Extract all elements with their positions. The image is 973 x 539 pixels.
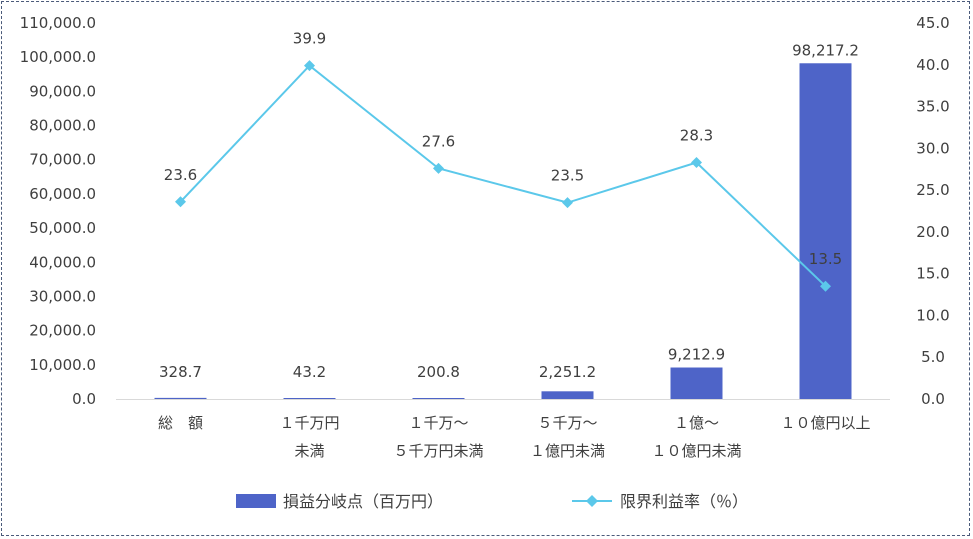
line-series: 23.6 39.9 27.6 23.5 28.3 13.5	[164, 30, 842, 292]
right-axis-tick: 15.0	[916, 265, 949, 283]
line-marker	[691, 157, 702, 169]
legend: 損益分岐点（百万円） 限界利益率（％）	[236, 492, 748, 511]
category-label: １億円未満	[530, 442, 605, 460]
left-axis-tick: 30,000.0	[29, 287, 96, 305]
left-axis-tick: 90,000.0	[29, 82, 96, 100]
left-axis-tick: 80,000.0	[29, 117, 96, 135]
bar	[283, 398, 336, 399]
legend-line-marker	[586, 495, 598, 507]
line-marker	[820, 280, 831, 292]
bar-data-label: 200.8	[417, 363, 460, 381]
bar	[412, 398, 465, 399]
line-path	[179, 64, 827, 287]
bar	[154, 397, 207, 399]
line-marker	[433, 162, 444, 174]
category-label: １０億円以上	[780, 414, 870, 432]
line-marker	[304, 60, 315, 72]
bar-data-label: 328.7	[159, 363, 202, 381]
right-axis-tick: 0.0	[921, 390, 945, 408]
left-axis-tick: 70,000.0	[29, 151, 96, 169]
right-axis-tick: 45.0	[916, 14, 949, 32]
line-data-label: 39.9	[293, 30, 326, 48]
category-label: １千万～	[408, 414, 468, 432]
bar	[670, 367, 723, 399]
line-data-label: 28.3	[680, 127, 713, 145]
right-axis-tick: 5.0	[921, 348, 945, 366]
left-axis-tick: 60,000.0	[29, 185, 96, 203]
line-data-label: 27.6	[422, 132, 455, 150]
left-axis-tick: 50,000.0	[29, 219, 96, 237]
line-marker	[175, 196, 186, 208]
category-label: ５千万～	[537, 414, 597, 432]
legend-bar-swatch	[236, 494, 276, 508]
bar-data-label: 2,251.2	[539, 363, 596, 381]
right-axis-tick: 10.0	[916, 306, 949, 324]
legend-bar-label: 損益分岐点（百万円）	[283, 492, 443, 511]
right-axis-tick: 25.0	[916, 181, 949, 199]
right-axis-tick: 35.0	[916, 98, 949, 116]
line-data-label: 23.6	[164, 166, 197, 184]
left-axis-tick: 110,000.0	[20, 14, 96, 32]
right-axis-tick: 20.0	[916, 223, 949, 241]
legend-line-label: 限界利益率（％）	[620, 492, 748, 511]
category-label: １０億円未満	[651, 442, 741, 460]
left-axis-tick: 0.0	[72, 390, 96, 408]
bar-series: 328.7 43.2 200.8 2,251.2 9,212.9 98,217.2	[154, 41, 859, 399]
bar-data-label: 43.2	[293, 363, 326, 381]
category-label: １千万円	[279, 414, 339, 432]
right-axis-ticks: 0.0 5.0 10.0 15.0 20.0 25.0 30.0 35.0 40.0 45.0	[916, 14, 949, 408]
left-axis-tick: 40,000.0	[29, 253, 96, 271]
right-axis-tick: 30.0	[916, 139, 949, 157]
bar	[541, 391, 594, 399]
left-axis-tick: 10,000.0	[29, 356, 96, 374]
bar-data-label: 98,217.2	[792, 41, 859, 59]
category-label: 総 額	[158, 414, 203, 432]
category-label: ５千万円未満	[393, 442, 483, 460]
line-data-label: 23.5	[551, 167, 584, 185]
bar	[799, 63, 852, 399]
left-axis-tick: 100,000.0	[20, 48, 96, 66]
category-label: 未満	[294, 442, 324, 460]
right-axis-tick: 40.0	[916, 56, 949, 74]
line-marker	[562, 197, 573, 209]
category-label: １億～	[674, 414, 719, 432]
left-axis-tick: 20,000.0	[29, 322, 96, 340]
bar-data-label: 9,212.9	[668, 346, 725, 364]
line-data-label: 13.5	[809, 250, 842, 268]
left-axis-ticks: 0.0 10,000.0 20,000.0 30,000.0 40,000.0 50,00…	[20, 14, 96, 408]
